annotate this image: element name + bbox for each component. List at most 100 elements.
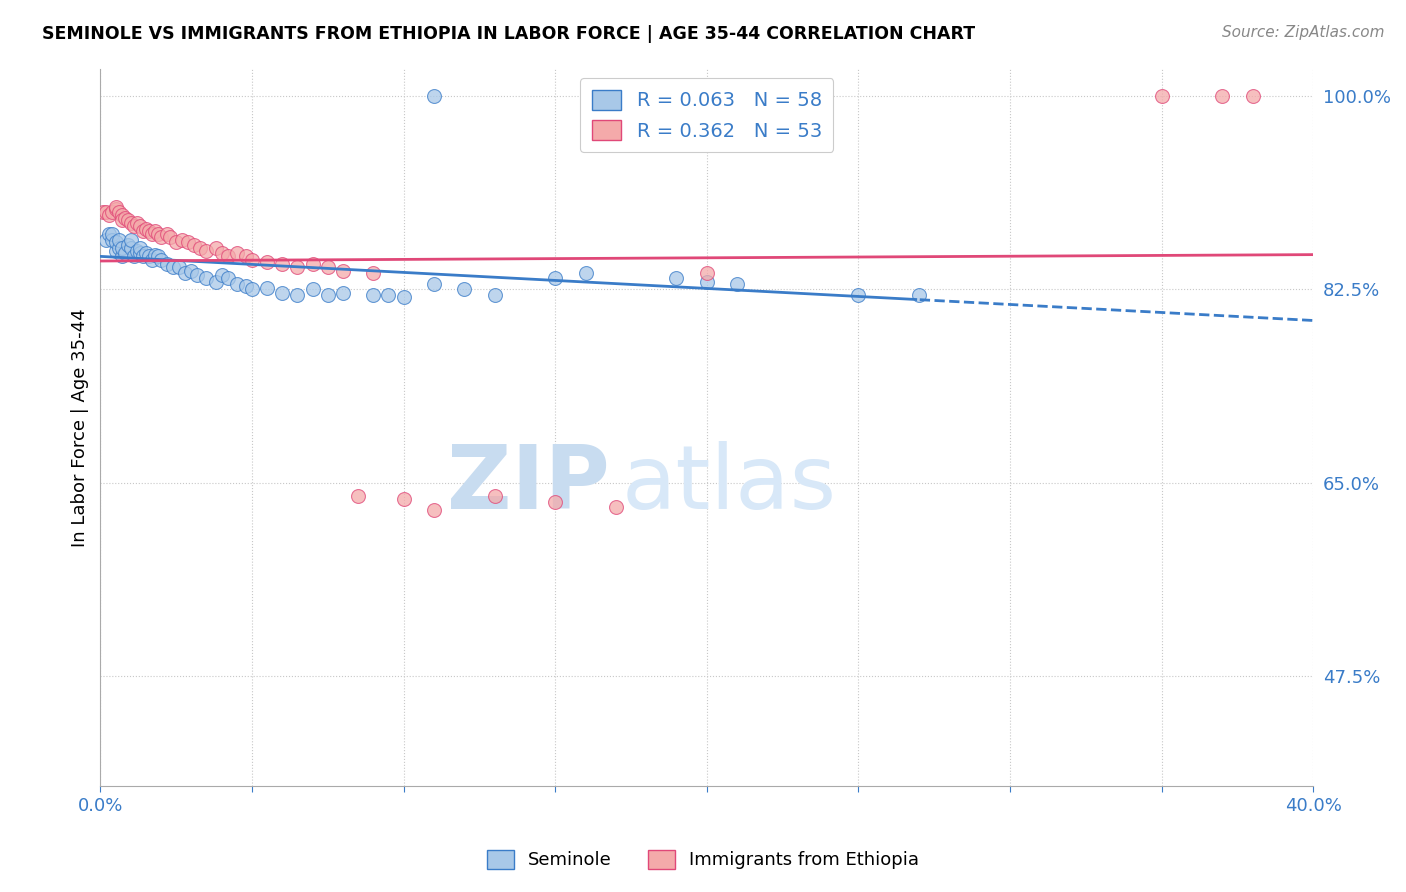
Point	[361, 266, 384, 280]
Point	[316, 288, 339, 302]
Point	[128, 219, 150, 234]
Point	[110, 212, 132, 227]
Point	[135, 246, 157, 260]
Point	[332, 285, 354, 300]
Point	[104, 202, 127, 216]
Point	[107, 205, 129, 219]
Point	[117, 238, 139, 252]
Point	[848, 288, 870, 302]
Point	[544, 271, 567, 285]
Point	[114, 211, 136, 225]
Point	[347, 489, 370, 503]
Point	[141, 252, 163, 267]
Point	[104, 244, 127, 258]
Point	[156, 227, 179, 241]
Point	[98, 227, 121, 241]
Point	[204, 242, 226, 256]
Point	[150, 252, 173, 267]
Text: SEMINOLE VS IMMIGRANTS FROM ETHIOPIA IN LABOR FORCE | AGE 35-44 CORRELATION CHAR: SEMINOLE VS IMMIGRANTS FROM ETHIOPIA IN …	[42, 25, 976, 43]
Point	[544, 495, 567, 509]
Point	[96, 233, 118, 247]
Point	[484, 489, 506, 503]
Point	[423, 503, 446, 517]
Point	[235, 249, 257, 263]
Point	[605, 500, 627, 514]
Point	[301, 257, 323, 271]
Point	[120, 242, 142, 256]
Point	[204, 275, 226, 289]
Point	[150, 230, 173, 244]
Point	[107, 242, 129, 256]
Point	[287, 260, 309, 275]
Point	[110, 242, 132, 256]
Point	[217, 271, 239, 285]
Point	[574, 266, 596, 280]
Point	[240, 252, 263, 267]
Point	[141, 227, 163, 241]
Point	[1241, 89, 1264, 103]
Point	[361, 288, 384, 302]
Point	[217, 249, 239, 263]
Point	[256, 281, 278, 295]
Point	[271, 257, 294, 271]
Point	[240, 282, 263, 296]
Point	[725, 277, 748, 291]
Point	[696, 266, 718, 280]
Point	[146, 249, 169, 263]
Point	[101, 227, 124, 241]
Point	[110, 249, 132, 263]
Point	[423, 89, 446, 103]
Text: ZIP: ZIP	[447, 442, 610, 528]
Text: atlas: atlas	[621, 442, 837, 528]
Point	[225, 246, 247, 260]
Point	[159, 230, 181, 244]
Point	[125, 244, 148, 258]
Point	[235, 279, 257, 293]
Point	[138, 249, 160, 263]
Point	[211, 246, 233, 260]
Point	[287, 288, 309, 302]
Point	[1211, 89, 1233, 103]
Point	[174, 266, 197, 280]
Point	[122, 249, 145, 263]
Point	[128, 246, 150, 260]
Point	[101, 233, 124, 247]
Point	[195, 271, 218, 285]
Point	[186, 268, 208, 282]
Point	[104, 200, 127, 214]
Point	[316, 260, 339, 275]
Point	[696, 275, 718, 289]
Point	[172, 233, 194, 247]
Point	[183, 238, 205, 252]
Point	[908, 288, 931, 302]
Point	[256, 254, 278, 268]
Point	[332, 263, 354, 277]
Y-axis label: In Labor Force | Age 35-44: In Labor Force | Age 35-44	[72, 308, 89, 547]
Point	[377, 288, 399, 302]
Point	[225, 277, 247, 291]
Point	[138, 224, 160, 238]
Point	[101, 205, 124, 219]
Point	[180, 263, 202, 277]
Point	[423, 277, 446, 291]
Point	[110, 208, 132, 222]
Point	[117, 212, 139, 227]
Point	[146, 227, 169, 241]
Point	[301, 282, 323, 296]
Point	[211, 268, 233, 282]
Point	[96, 205, 118, 219]
Point	[392, 492, 415, 507]
Point	[195, 244, 218, 258]
Text: Source: ZipAtlas.com: Source: ZipAtlas.com	[1222, 25, 1385, 40]
Point	[98, 208, 121, 222]
Point	[93, 205, 115, 219]
Point	[392, 290, 415, 304]
Point	[453, 282, 475, 296]
Point	[156, 257, 179, 271]
Point	[122, 219, 145, 234]
Point	[665, 271, 688, 285]
Point	[162, 260, 184, 275]
Point	[125, 216, 148, 230]
Point	[132, 249, 155, 263]
Point	[1150, 89, 1173, 103]
